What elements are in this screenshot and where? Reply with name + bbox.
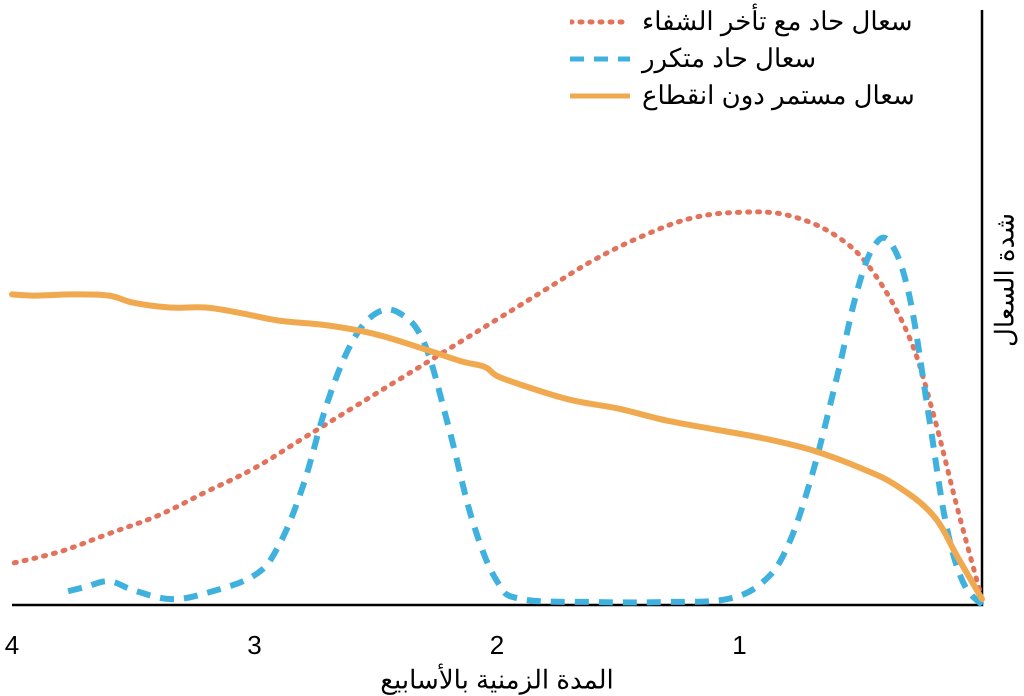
- legend: سعال حاد مع تأخر الشفاء سعال حاد متكرر س…: [570, 6, 915, 117]
- x-tick-3: 3: [247, 630, 261, 661]
- legend-label-persistent: سعال مستمر دون انقطاع: [642, 80, 915, 111]
- x-tick-2: 2: [490, 630, 504, 661]
- series-recurrent: [61, 238, 983, 605]
- series-persistent: [12, 294, 982, 599]
- y-axis-label: شدة السعال: [990, 213, 1021, 347]
- x-tick-4: 4: [5, 630, 19, 661]
- legend-swatch-persistent: [570, 88, 630, 104]
- series-delayed: [12, 212, 982, 599]
- legend-item-persistent: سعال مستمر دون انقطاع: [570, 80, 915, 111]
- legend-label-delayed: سعال حاد مع تأخر الشفاء: [642, 6, 913, 37]
- cough-intensity-chart: سعال حاد مع تأخر الشفاء سعال حاد متكرر س…: [0, 0, 1024, 695]
- legend-item-recurrent: سعال حاد متكرر: [570, 43, 915, 74]
- legend-swatch-recurrent: [570, 51, 630, 67]
- legend-item-delayed: سعال حاد مع تأخر الشفاء: [570, 6, 915, 37]
- x-tick-1: 1: [732, 630, 746, 661]
- legend-label-recurrent: سعال حاد متكرر: [642, 43, 816, 74]
- legend-swatch-delayed: [570, 14, 630, 30]
- x-axis-label: المدة الزمنية بالأسابيع: [380, 665, 614, 696]
